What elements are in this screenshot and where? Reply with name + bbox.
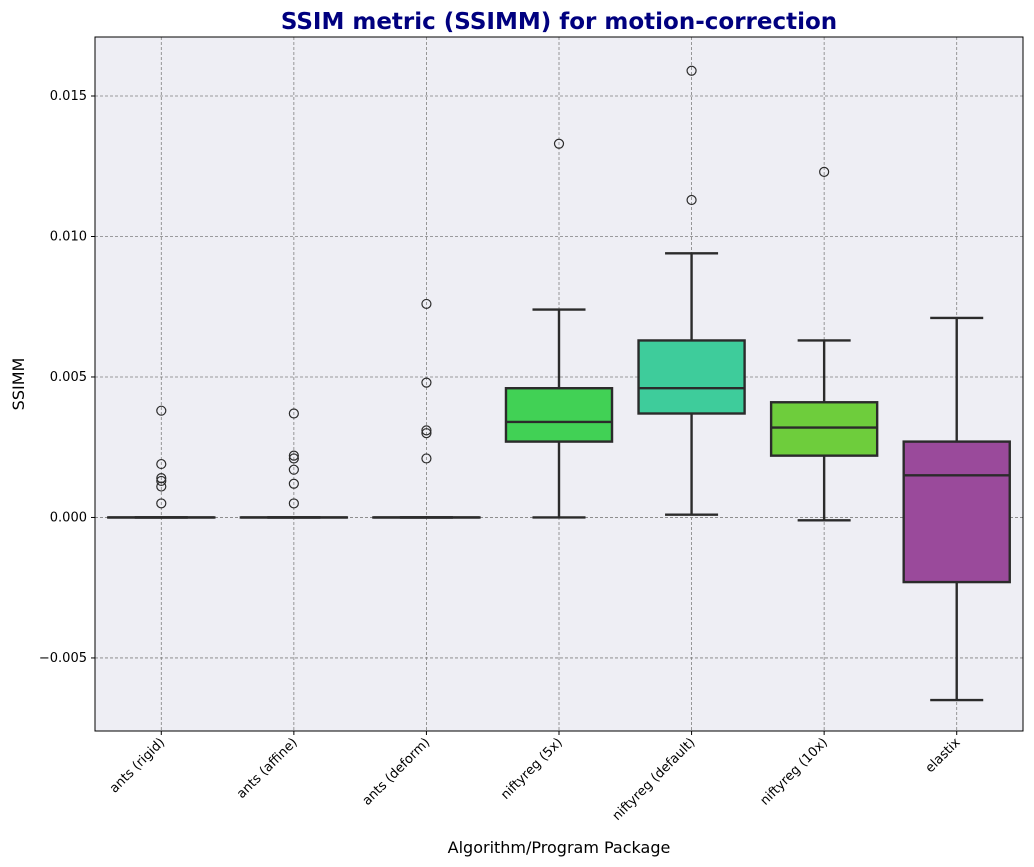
box-3 bbox=[372, 298, 481, 519]
box-1 bbox=[107, 405, 216, 519]
x-tick-label: niftyreg (default) bbox=[610, 735, 699, 824]
box-6 bbox=[769, 166, 879, 522]
box-7 bbox=[902, 316, 1011, 702]
outlier-point bbox=[156, 458, 167, 470]
outlier-point bbox=[156, 498, 167, 509]
outlier-point bbox=[421, 425, 432, 436]
outlier-point bbox=[553, 138, 565, 149]
outlier-point bbox=[156, 481, 167, 492]
box-body bbox=[504, 387, 614, 443]
y-tick-label: 0.000 bbox=[50, 510, 87, 525]
outlier-point bbox=[686, 194, 697, 206]
outlier-point bbox=[686, 65, 697, 76]
plot-frame bbox=[94, 36, 1024, 732]
x-axis-label: Algorithm/Program Package bbox=[448, 838, 671, 857]
box-5 bbox=[637, 65, 746, 516]
outlier-point bbox=[288, 408, 299, 419]
outlier-point bbox=[421, 298, 432, 310]
outlier-point bbox=[288, 464, 299, 475]
outlier-point bbox=[819, 166, 830, 177]
y-tick-label: 0.005 bbox=[50, 370, 87, 385]
x-tick-label: ants (affine) bbox=[234, 735, 301, 802]
box-series bbox=[107, 65, 1011, 702]
box-2 bbox=[239, 408, 349, 519]
outlier-point bbox=[421, 453, 432, 464]
x-tick-label: ants (rigid) bbox=[107, 735, 168, 796]
x-tick-label: niftyreg (5x) bbox=[498, 735, 566, 803]
y-tick-label: 0.015 bbox=[50, 89, 87, 104]
outlier-point bbox=[421, 428, 432, 439]
outlier-point bbox=[156, 475, 167, 487]
y-axis-label: SSIMM bbox=[9, 358, 28, 411]
outlier-point bbox=[421, 377, 432, 388]
box-body bbox=[769, 401, 879, 457]
outlier-point bbox=[288, 498, 299, 509]
y-tick-label: 0.010 bbox=[50, 229, 87, 244]
outlier-point bbox=[288, 478, 299, 489]
outlier-point bbox=[288, 450, 299, 461]
x-tick-label: ants (deform) bbox=[360, 735, 433, 808]
y-tick-label: −0.005 bbox=[39, 651, 87, 666]
outlier-point bbox=[288, 453, 299, 464]
x-tick-label: niftyreg (10x) bbox=[758, 735, 831, 808]
box-body bbox=[637, 339, 746, 415]
x-tick-label: elastix bbox=[923, 735, 964, 776]
chart-title: SSIM metric (SSIMM) for motion-correctio… bbox=[281, 9, 837, 35]
box-4 bbox=[504, 138, 614, 519]
box-body bbox=[902, 440, 1011, 584]
outlier-point bbox=[156, 405, 167, 416]
